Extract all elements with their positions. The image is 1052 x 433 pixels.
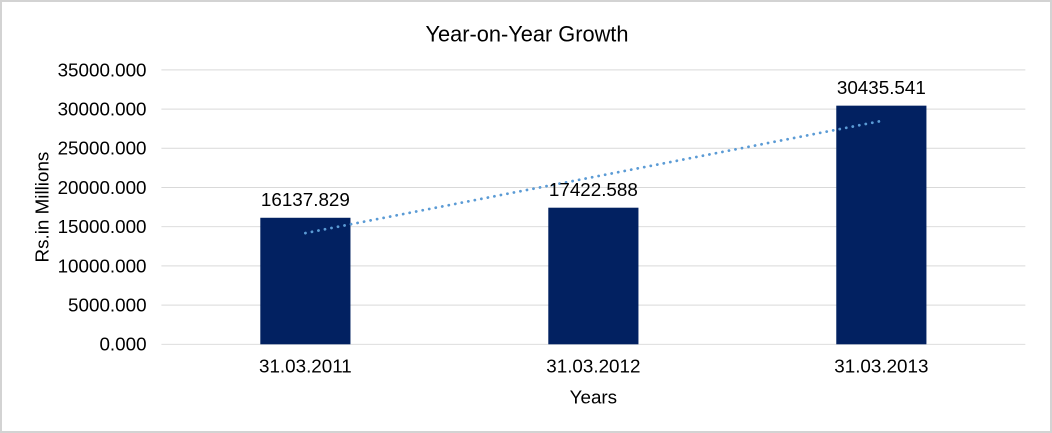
y-tick-label: 10000.000 bbox=[58, 255, 147, 276]
y-tick-label: 30000.000 bbox=[58, 99, 147, 120]
x-tick-label: 31.03.2013 bbox=[834, 356, 928, 377]
bar-value-label: 30435.541 bbox=[837, 77, 926, 98]
chart-title: Year-on-Year Growth bbox=[425, 22, 628, 47]
trendline bbox=[304, 119, 883, 235]
x-tick-label: 31.03.2011 bbox=[259, 356, 352, 377]
y-tick-label: 20000.000 bbox=[58, 177, 147, 198]
x-axis-title: Years bbox=[570, 386, 617, 407]
y-tick-label: 25000.000 bbox=[58, 138, 147, 159]
bar-value-label: 17422.588 bbox=[549, 179, 638, 200]
x-tick-labels: 31.03.2011 31.03.2012 31.03.2013 bbox=[259, 356, 928, 377]
bar bbox=[836, 105, 927, 345]
y-tick-label: 0.000 bbox=[99, 334, 146, 355]
bar-value-label: 16137.829 bbox=[261, 189, 350, 210]
bar-value-labels: 16137.829 17422.588 30435.541 bbox=[261, 77, 926, 210]
y-tick-label: 35000.000 bbox=[58, 59, 147, 80]
bars bbox=[260, 105, 927, 345]
bar bbox=[260, 217, 351, 345]
y-tick-label: 15000.000 bbox=[58, 216, 147, 237]
y-tick-label: 5000.000 bbox=[68, 295, 146, 316]
y-tick-labels: 0.000 5000.000 10000.000 15000.000 20000.000… bbox=[58, 59, 147, 354]
y-axis-title: Rs.in Millions bbox=[31, 152, 52, 263]
x-tick-label: 31.03.2012 bbox=[546, 356, 640, 377]
trendline bbox=[304, 119, 883, 235]
bar bbox=[548, 207, 639, 345]
